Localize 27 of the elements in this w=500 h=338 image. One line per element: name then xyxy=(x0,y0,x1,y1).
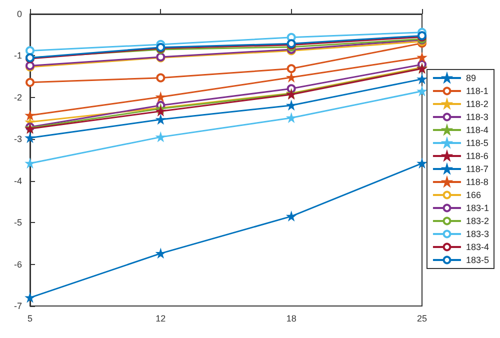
legend-label: 89 xyxy=(466,73,476,83)
y-tick-label: -1 xyxy=(14,50,22,61)
legend-label: 183-5 xyxy=(466,255,490,265)
y-tick-label: -2 xyxy=(14,92,22,102)
legend-label: 166 xyxy=(466,190,482,200)
legend-label: 118-5 xyxy=(466,138,488,148)
y-tick-label: 0 xyxy=(16,9,22,19)
legend-label: 118-2 xyxy=(466,99,488,109)
legend-label: 183-4 xyxy=(466,242,490,252)
y-tick-label: -4 xyxy=(14,176,22,186)
legend-label: 183-3 xyxy=(466,229,490,239)
x-tick-label: 18 xyxy=(286,314,296,324)
legend-label: 118-7 xyxy=(466,164,488,174)
legend-label: 118-3 xyxy=(466,112,488,122)
y-tick-label: -7 xyxy=(14,301,22,311)
legend-label: 183-2 xyxy=(466,216,490,226)
y-tick-label: -3 xyxy=(14,134,22,144)
legend-label: 118-6 xyxy=(466,151,488,161)
x-tick-label: 5 xyxy=(27,314,33,324)
x-tick-label: 25 xyxy=(416,314,428,324)
legend-label: 183-1 xyxy=(466,203,490,213)
legend-label: 118-8 xyxy=(466,177,488,187)
legend-label: 118-1 xyxy=(466,86,488,96)
y-tick-label: -6 xyxy=(14,259,22,270)
x-tick-label: 12 xyxy=(156,314,166,324)
y-tick-label: -5 xyxy=(14,218,22,228)
legend-label: 118-4 xyxy=(466,125,488,135)
